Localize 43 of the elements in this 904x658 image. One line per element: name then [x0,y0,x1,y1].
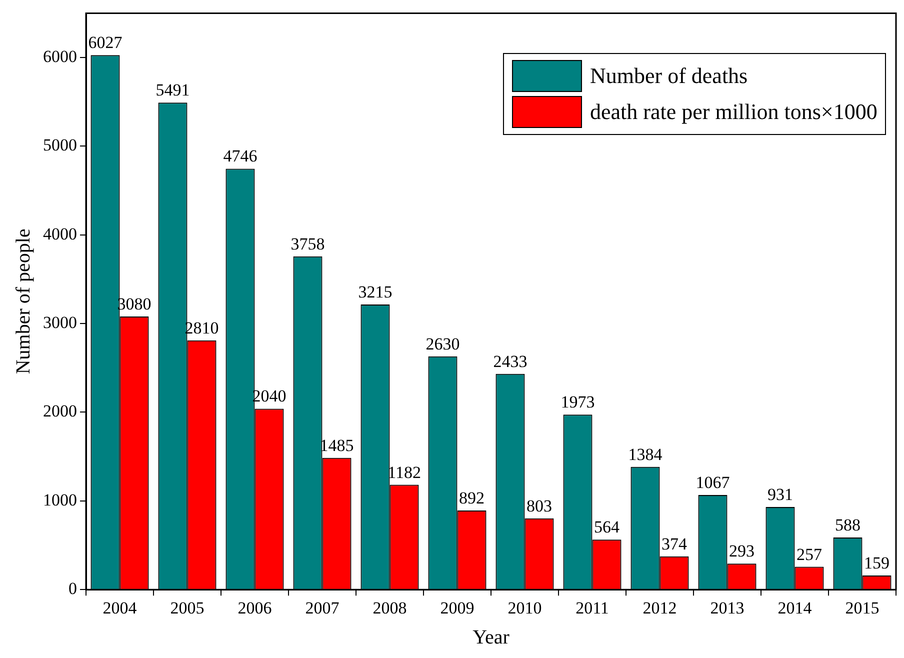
data-label: 6027 [88,33,123,52]
data-label: 803 [526,496,552,516]
data-label: 564 [594,518,620,537]
x-axis-title: Year [472,626,510,648]
data-label: 3758 [290,234,325,254]
y-axis-title: Number of people [12,228,34,374]
x-tick-label: 2005 [170,598,204,618]
data-label: 1384 [628,444,663,464]
legend-label: death rate per million tons×1000 [590,99,878,126]
y-tick-label: 3000 [43,313,77,332]
x-tick-label: 2012 [642,598,677,618]
data-label: 1182 [388,462,421,482]
data-label: 2433 [493,352,528,371]
x-tick-label: 2004 [102,598,138,618]
data-label: 892 [459,488,485,508]
data-label: 1973 [560,392,595,412]
y-tick-label: 0 [68,579,77,598]
data-label: 374 [662,534,688,554]
y-tick-label: 2000 [43,402,77,421]
data-label: 159 [864,553,890,572]
data-label: 257 [796,544,823,564]
data-label: 293 [729,542,755,561]
data-label: 5491 [156,80,190,100]
x-tick-label: 2008 [372,598,407,618]
data-label: 588 [834,515,860,534]
x-tick-label: 2015 [845,598,880,618]
legend-label: Number of deaths [590,63,748,90]
y-tick-label: 6000 [43,47,77,66]
y-tick-label: 4000 [43,224,77,244]
x-tick-label: 2009 [440,598,474,618]
data-label: 2630 [426,334,460,354]
x-tick-label: 2014 [778,598,812,618]
x-tick-label: 2011 [576,598,609,618]
x-tick-label: 2013 [710,598,744,618]
y-tick-label: 5000 [43,136,77,155]
x-tick-label: 2006 [238,598,272,618]
data-label: 3215 [358,282,392,302]
y-tick-label: 1000 [43,490,77,510]
data-label: 931 [767,485,793,504]
x-tick-label: 2007 [305,598,340,618]
data-label: 1067 [696,472,730,492]
data-label: 4746 [223,146,258,166]
x-tick-label: 2010 [508,598,542,618]
